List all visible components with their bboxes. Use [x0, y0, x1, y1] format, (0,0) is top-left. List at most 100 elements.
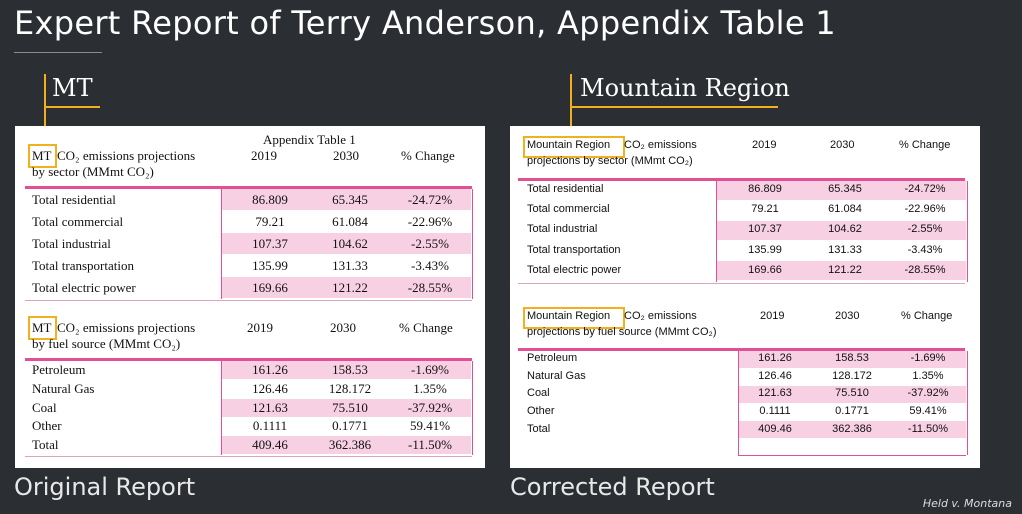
sector-header-rule: [518, 178, 965, 181]
region-highlight-sector: [523, 136, 625, 158]
table-cell: 121.63: [758, 387, 792, 399]
table-cell: -2.55%: [411, 236, 449, 251]
fuel-bottom-rule: [25, 456, 472, 457]
table-cell: 169.66: [252, 280, 288, 295]
table-cell: -24.72%: [904, 183, 946, 195]
sector-header-rest: CO₂ emissions: [624, 139, 697, 151]
fuel-col-2030: 2030: [330, 320, 356, 335]
table-cell: 0.1771: [332, 418, 368, 433]
sector-col-2019: 2019: [251, 148, 277, 163]
table-row-label: Coal: [527, 387, 550, 399]
left-callout-line: [44, 74, 46, 136]
sector-header-hl: MT: [32, 148, 52, 163]
table-cell: 126.46: [758, 370, 792, 382]
table-cell: 0.1111: [252, 418, 288, 433]
table-cell: 128.172: [832, 370, 872, 382]
table-cell: 135.99: [252, 258, 288, 273]
fuel-header-rule: [25, 358, 472, 361]
table-cell: 1.35%: [912, 370, 944, 382]
appendix-label: Appendix Table 1: [263, 132, 356, 147]
table-cell: -37.92%: [407, 400, 453, 415]
table-row-label: Total transportation: [527, 244, 621, 256]
table-cell: 131.33: [828, 244, 862, 256]
fuel-col-2019: 2019: [247, 320, 273, 335]
fuel-data-border: [221, 361, 473, 455]
table-row-label: Coal: [32, 400, 57, 415]
table-cell: 79.21: [255, 214, 285, 229]
table-cell: 65.345: [332, 192, 368, 207]
sector-bottom-rule: [518, 283, 965, 284]
table-cell: 0.1771: [835, 405, 869, 417]
corrected-report-content: Mountain Region CO₂ emissions projection…: [510, 126, 980, 468]
sector-bottom-rule: [25, 300, 472, 301]
table-cell: 409.46: [758, 423, 792, 435]
table-cell: 107.37: [748, 223, 782, 235]
table-cell: -11.50%: [408, 437, 452, 452]
table-row-label: Total electric power: [32, 280, 136, 295]
fuel-header-hl: MT: [32, 320, 52, 335]
table-cell: 0.1111: [759, 405, 791, 417]
table-row-label: Total industrial: [32, 236, 111, 251]
corrected-report-caption: Corrected Report: [510, 473, 715, 501]
fuel-col-change: % Change: [901, 310, 953, 322]
table-cell: -37.92%: [907, 387, 949, 399]
table-row-label: Total industrial: [527, 223, 598, 235]
table-row-label: Total residential: [527, 183, 604, 195]
fuel-header-rest: CO₂ emissions projections: [57, 320, 196, 335]
sector-header-rest: CO₂ emissions projections: [57, 148, 196, 163]
table-cell: -3.43%: [907, 244, 943, 256]
table-row-label: Petroleum: [527, 352, 578, 364]
table-row-label: Total electric power: [527, 264, 622, 276]
table-cell: 1.35%: [413, 381, 447, 396]
table-cell: 75.510: [332, 400, 368, 415]
right-callout-label: Mountain Region: [580, 74, 790, 102]
fuel-header-rule: [518, 348, 965, 351]
sector-col-2030: 2030: [830, 139, 855, 151]
table-cell: 161.26: [252, 362, 288, 377]
original-report-content: Appendix Table 1 MT CO₂ emissions projec…: [15, 126, 485, 468]
table-cell: 362.386: [328, 437, 372, 452]
table-cell: -2.55%: [907, 223, 943, 235]
table-cell: 126.46: [252, 381, 288, 396]
table-cell: -1.69%: [411, 362, 449, 377]
fuel-row-shade: [739, 421, 966, 438]
table-cell: -1.69%: [910, 352, 946, 364]
fuel-header-line2: projections by fuel source (MMmt CO₂): [527, 326, 717, 338]
left-callout-label: MT: [52, 74, 93, 102]
left-callout-underline: [44, 106, 100, 108]
table-cell: -28.55%: [407, 280, 453, 295]
sector-header-hl: Mountain Region: [527, 139, 611, 151]
sector-row-shade: [222, 189, 471, 210]
sector-row-shade: [717, 221, 966, 240]
sector-row-shade: [222, 233, 471, 254]
sector-col-change: % Change: [401, 148, 455, 163]
sector-data-border: [716, 181, 968, 282]
right-callout-line: [570, 74, 572, 136]
original-report-caption: Original Report: [14, 473, 196, 501]
fuel-col-2030: 2030: [835, 310, 860, 322]
sector-col-2030: 2030: [333, 148, 359, 163]
sector-data-border: [221, 189, 473, 299]
table-cell: 131.33: [332, 258, 368, 273]
table-cell: 362.386: [832, 423, 872, 435]
title-underline: [14, 52, 102, 53]
table-cell: 135.99: [748, 244, 782, 256]
sector-header-rule: [25, 186, 472, 189]
region-highlight-fuel: [523, 307, 625, 329]
fuel-row-shade: [739, 351, 966, 368]
table-cell: 65.345: [828, 183, 862, 195]
slide-title: Expert Report of Terry Anderson, Appendi…: [14, 4, 836, 42]
fuel-header-hl: Mountain Region: [527, 310, 611, 322]
table-cell: -24.72%: [407, 192, 453, 207]
fuel-row-shade: [739, 386, 966, 403]
fuel-col-change: % Change: [399, 320, 453, 335]
table-cell: 409.46: [252, 437, 288, 452]
table-cell: -22.96%: [407, 214, 453, 229]
table-cell: -22.96%: [904, 203, 946, 215]
table-row-label: Natural Gas: [32, 381, 95, 396]
table-row-label: Other: [527, 405, 555, 417]
table-cell: 107.37: [252, 236, 288, 251]
mt-highlight-sector: [28, 144, 57, 168]
table-cell: 121.22: [332, 280, 368, 295]
sector-row-shade: [222, 277, 471, 298]
